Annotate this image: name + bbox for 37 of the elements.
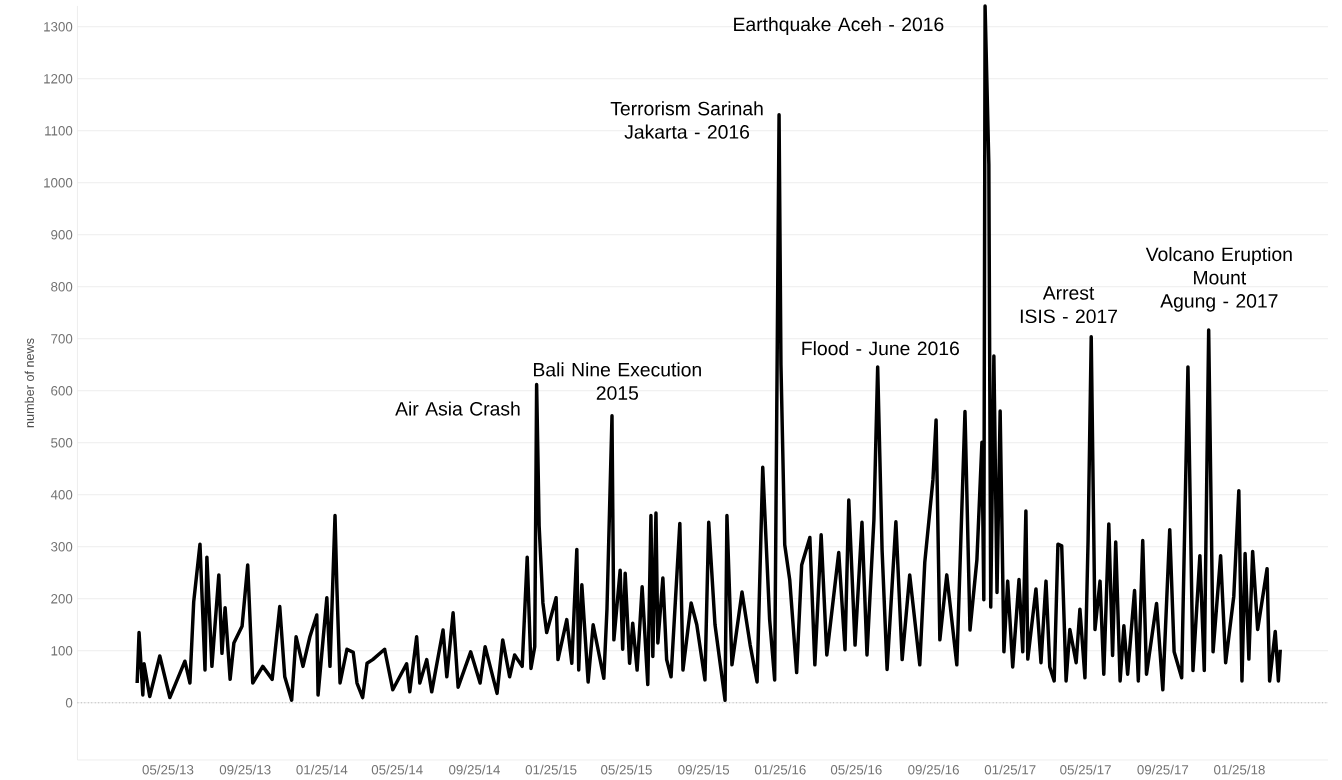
y-tick-label: 1200 (44, 74, 73, 84)
y-tick-label: 300 (51, 542, 73, 552)
x-tick-label: 05/25/16 (830, 764, 882, 775)
x-tick-label: 01/25/17 (984, 764, 1036, 775)
y-tick-label: 600 (51, 386, 73, 396)
y-tick-label: 1100 (45, 126, 73, 136)
annotation: Air Asia Crash (395, 401, 520, 416)
x-tick-label: 05/25/15 (601, 764, 652, 775)
y-tick-label: 700 (51, 334, 73, 344)
annotation: Arrest ISIS - 2017 (1020, 286, 1118, 324)
annotation: Earthquake Aceh - 2016 (734, 16, 944, 35)
y-tick-label: 400 (50, 490, 73, 500)
x-tick-label: 01/25/15 (525, 764, 577, 775)
x-tick-label: 09/25/13 (219, 764, 271, 775)
x-tick-label: 01/25/16 (754, 764, 806, 775)
annotation: Flood - June 2016 (802, 341, 959, 356)
x-tick-label: 09/25/16 (908, 764, 959, 775)
y-tick-label: 800 (51, 282, 73, 292)
x-tick-label: 09/25/14 (449, 764, 500, 775)
y-tick-label: 0 (65, 698, 73, 708)
x-tick-label: 01/25/18 (1214, 764, 1265, 775)
y-axis-title: number of news (24, 338, 34, 428)
y-tick-label: 500 (51, 438, 73, 448)
x-tick-label: 09/25/17 (1137, 764, 1189, 775)
y-tick-label: 100 (51, 646, 73, 656)
x-tick-label: 09/25/15 (678, 764, 730, 775)
x-tick-label: 05/25/17 (1060, 764, 1111, 775)
x-tick-label: 01/25/14 (296, 764, 348, 775)
annotation: Volcano Eruption Mount Agung - 2017 (1145, 246, 1292, 312)
x-tick-label: 05/25/14 (371, 764, 423, 775)
y-tick-label: 1300 (44, 22, 73, 32)
y-tick-label: 200 (51, 594, 73, 604)
x-tick-label: 05/25/13 (142, 764, 194, 775)
y-tick-label: 900 (51, 230, 73, 240)
y-tick-label: 1000 (44, 178, 73, 188)
annotation: Bali Nine Execution 2015 (534, 362, 701, 400)
annotation: Terrorism Sarinah Jakarta - 2016 (610, 101, 763, 139)
